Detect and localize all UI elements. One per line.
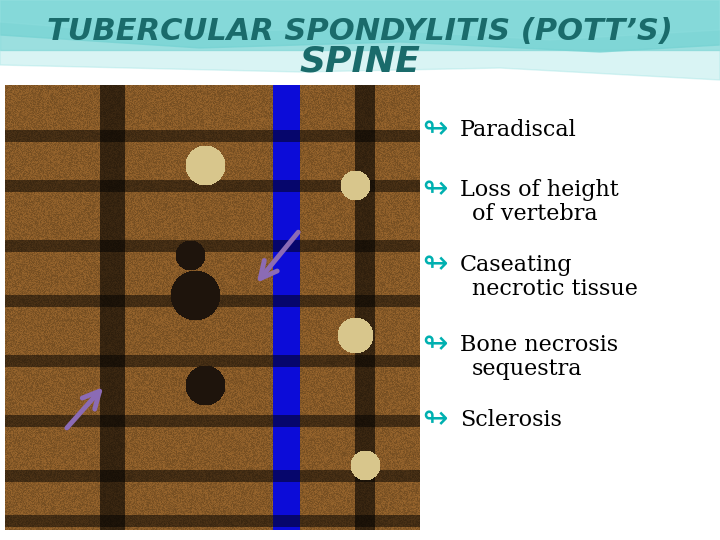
Text: TUBERCULAR SPONDYLITIS (POTT’S): TUBERCULAR SPONDYLITIS (POTT’S) <box>47 17 673 46</box>
Bar <box>0 0 720 50</box>
Text: Sclerosis: Sclerosis <box>460 409 562 431</box>
Text: ↬: ↬ <box>422 406 448 435</box>
Text: SPINE: SPINE <box>300 45 420 79</box>
Text: ↬: ↬ <box>422 251 448 280</box>
Text: Bone necrosis: Bone necrosis <box>460 334 618 356</box>
Text: of vertebra: of vertebra <box>472 203 598 225</box>
Polygon shape <box>0 0 720 80</box>
Text: necrotic tissue: necrotic tissue <box>472 278 638 300</box>
Text: Loss of height: Loss of height <box>460 179 618 201</box>
Text: ↬: ↬ <box>422 330 448 360</box>
Polygon shape <box>0 0 720 40</box>
Text: Paradiscal: Paradiscal <box>460 119 577 141</box>
Text: sequestra: sequestra <box>472 358 582 380</box>
Text: ↬: ↬ <box>422 116 448 145</box>
Text: ↬: ↬ <box>422 176 448 205</box>
Polygon shape <box>0 0 720 52</box>
Text: Caseating: Caseating <box>460 254 572 276</box>
